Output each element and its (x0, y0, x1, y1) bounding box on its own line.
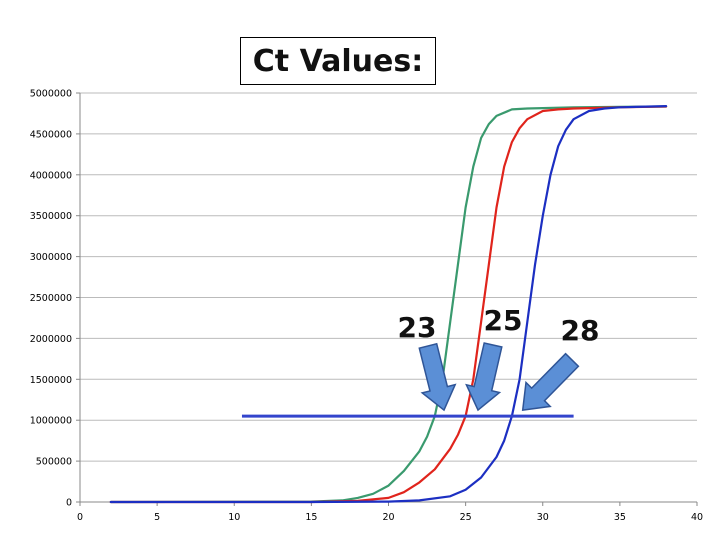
x-tick-label: 5 (154, 512, 160, 523)
y-tick-label: 2000000 (30, 334, 72, 345)
y-tick-label: 500000 (36, 457, 72, 468)
chart-title: Ct Values: (240, 37, 436, 85)
y-tick-label: 3500000 (30, 211, 72, 222)
y-tick-label: 3000000 (30, 252, 72, 263)
y-tick-label: 1500000 (30, 375, 72, 386)
series-line-2 (109, 105, 668, 504)
y-tick-label: 1000000 (30, 416, 72, 427)
y-tick-label: 4000000 (30, 170, 72, 181)
ct-arrow (521, 352, 580, 411)
ct-arrows (418, 342, 580, 412)
ct-arrow (465, 342, 503, 412)
x-tick-label: 35 (614, 512, 626, 523)
x-tick-label: 20 (382, 512, 394, 523)
series-line-1 (109, 105, 668, 504)
ct-labels: 23 25 28 (398, 304, 600, 347)
y-tick-label: 4500000 (30, 129, 72, 140)
axes: 0 500000 1000000 1500000 2000000 2500000 30000… (30, 89, 703, 524)
x-tick-label: 10 (228, 512, 240, 523)
series-lines (109, 104, 668, 504)
x-tick-label: 25 (460, 512, 472, 523)
ct-label: 23 (398, 311, 437, 344)
ct-label: 28 (561, 314, 600, 347)
ct-label: 25 (484, 304, 523, 337)
series-line-3 (109, 104, 668, 504)
y-tick-label: 5000000 (30, 89, 72, 100)
grid-lines (80, 92, 697, 462)
x-tick-label: 0 (77, 512, 83, 523)
ct-arrow (418, 342, 457, 412)
y-tick-label: 0 (66, 498, 72, 509)
x-tick-label: 40 (691, 512, 703, 523)
y-tick-label: 2500000 (30, 293, 72, 304)
x-tick-label: 15 (305, 512, 317, 523)
x-tick-label: 30 (537, 512, 549, 523)
